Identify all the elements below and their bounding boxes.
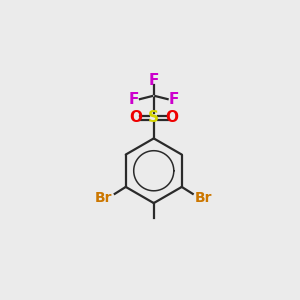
Text: F: F: [148, 73, 159, 88]
Text: F: F: [169, 92, 179, 106]
Text: S: S: [148, 110, 159, 125]
Text: F: F: [128, 92, 139, 106]
Text: O: O: [166, 110, 179, 125]
Text: Br: Br: [95, 191, 113, 205]
Text: Br: Br: [195, 191, 212, 205]
Text: O: O: [129, 110, 142, 125]
